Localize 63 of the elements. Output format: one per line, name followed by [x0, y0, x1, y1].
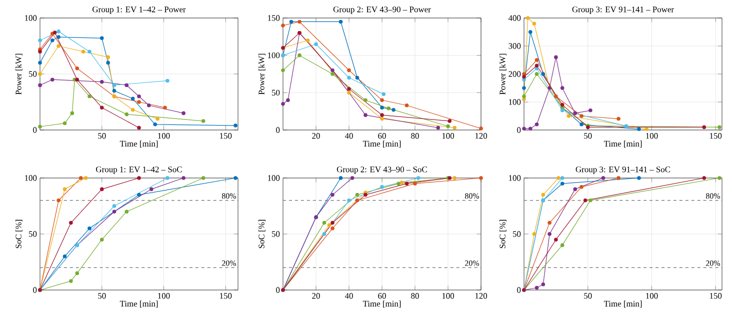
y-axis-title: Power [kW]	[499, 54, 506, 95]
x-tick-label: 150	[710, 293, 722, 299]
x-tick-label: 60	[378, 133, 386, 139]
x-tick-label: 100	[646, 293, 658, 299]
x-tick-label: 100	[646, 133, 658, 139]
x-axis-title: Time [min]	[120, 300, 158, 308]
x-axis-title: Time [min]	[120, 140, 158, 148]
y-tick-label: 50	[272, 90, 280, 96]
x-axis-title: Time [min]	[604, 140, 642, 148]
y-axis-title: SoC [%]	[499, 220, 506, 248]
chart-title: Group 3: EV 91–141 – SoC	[576, 166, 670, 174]
y-tick-label: 0	[33, 287, 37, 293]
y-tick-label: 50	[272, 231, 280, 237]
y-tick-label: 400	[508, 15, 521, 21]
x-tick-label: 150	[220, 293, 232, 299]
x-tick-label: 100	[158, 133, 170, 139]
x-tick-label: 50	[98, 133, 106, 139]
y-tick-label: 100	[268, 175, 280, 181]
x-tick-label: 20	[312, 293, 320, 299]
x-tick-label: 20	[312, 133, 320, 139]
y-tick-label: 0	[276, 127, 280, 133]
x-tick-label: 150	[710, 133, 722, 139]
y-axis-title: Power [kW]	[15, 54, 22, 95]
y-tick-label: 100	[25, 15, 37, 21]
y-axis-title: Power [kW]	[258, 54, 266, 95]
y-tick-label: 50	[513, 231, 521, 237]
y-tick-label: 0	[517, 287, 521, 293]
chart-title: Group 2: EV 43–90 – Power	[333, 6, 431, 14]
x-tick-label: 50	[584, 133, 592, 139]
x-tick-label: 50	[584, 293, 592, 299]
x-tick-label: 40	[344, 293, 353, 299]
x-tick-label: 40	[344, 133, 353, 139]
chart-title: Group 3: EV 91–141 – Power	[572, 6, 674, 14]
y-tick-label: 100	[268, 52, 280, 58]
x-axis-title: Time [min]	[362, 140, 401, 148]
y-axis-title: SoC [%]	[15, 220, 22, 248]
x-tick-label: 60	[378, 293, 386, 299]
chart-title: Group 2: EV 43–90 – SoC	[336, 166, 427, 174]
x-tick-label: 100	[442, 133, 454, 139]
y-tick-label: 50	[28, 231, 37, 237]
x-tick-label: 100	[442, 293, 454, 299]
y-tick-label: 100	[509, 175, 521, 181]
x-axis-title: Time [min]	[604, 300, 642, 308]
y-tick-label: 300	[508, 43, 521, 49]
y-tick-label: 0	[276, 287, 280, 293]
y-tick-label: 50	[28, 71, 37, 77]
y-tick-label: 100	[509, 99, 521, 105]
y-tick-label: 150	[268, 15, 280, 21]
x-tick-label: 50	[98, 293, 106, 299]
y-axis-title: SoC [%]	[258, 220, 266, 248]
y-tick-label: 200	[508, 71, 521, 77]
x-tick-label: 80	[411, 133, 419, 139]
y-tick-label: 100	[25, 175, 37, 181]
chart-title: Group 1: EV 1–42 – Power	[92, 6, 186, 14]
chart-title: Group 1: EV 1–42 – SoC	[96, 166, 182, 174]
x-tick-label: 120	[475, 293, 488, 299]
y-tick-label: 0	[33, 127, 37, 133]
y-tick-label: 0	[517, 127, 521, 133]
x-tick-label: 80	[411, 293, 419, 299]
x-tick-label: 100	[158, 293, 170, 299]
x-axis-title: Time [min]	[362, 300, 401, 308]
x-tick-label: 120	[475, 133, 488, 139]
x-tick-label: 150	[220, 133, 232, 139]
